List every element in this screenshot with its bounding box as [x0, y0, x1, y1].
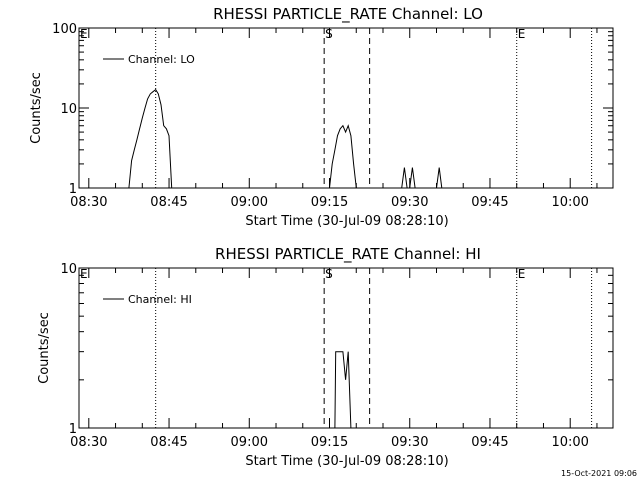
y-axis-ticks: 1 10 100	[52, 22, 613, 197]
legend-entry-hi: Channel: HI	[128, 293, 192, 306]
x-tick-label: 09:15	[311, 435, 348, 450]
chart-title: RHESSI PARTICLE_RATE Channel: HI	[215, 245, 481, 264]
x-tick-label: 09:45	[471, 195, 508, 210]
y-axis-label: Counts/sec	[37, 312, 52, 384]
x-tick-label: 09:30	[391, 195, 428, 210]
series-line-hi	[334, 351, 352, 429]
y-tick-label: 10	[60, 102, 77, 117]
y-tick-label: 1	[69, 182, 77, 197]
x-tick-label: 08:30	[70, 435, 107, 450]
x-tick-label: 09:15	[311, 195, 348, 210]
panel-lo: RHESSI PARTICLE_RATE Channel: LO E S E 1 10…	[29, 5, 614, 229]
x-axis-ticks: 08:30 08:45 09:00 09:15 09:30 09:45 10:00	[70, 28, 598, 210]
marker-label: E	[80, 27, 88, 41]
chart-title: RHESSI PARTICLE_RATE Channel: LO	[213, 5, 483, 24]
x-tick-label: 08:45	[150, 435, 187, 450]
x-tick-label: 09:45	[471, 435, 508, 450]
marker-label: E	[80, 267, 88, 281]
y-tick-label: 1	[69, 422, 77, 437]
x-tick-label: 10:00	[551, 435, 588, 450]
y-axis-ticks: 1 10	[60, 262, 613, 437]
x-axis-ticks: 08:30 08:45 09:00 09:15 09:30 09:45 10:00	[70, 268, 598, 450]
y-tick-label: 10	[60, 262, 77, 277]
marker-label: S	[325, 267, 333, 281]
marker-label: E	[518, 267, 526, 281]
legend-entry-lo: Channel: LO	[128, 53, 195, 66]
x-tick-label: 09:00	[231, 195, 268, 210]
x-tick-label: 09:30	[391, 435, 428, 450]
series-line-lo	[128, 88, 443, 189]
x-axis-label: Start Time (30-Jul-09 08:28:10)	[245, 454, 448, 469]
y-tick-label: 100	[52, 22, 77, 37]
x-tick-label: 09:00	[231, 435, 268, 450]
x-axis-label: Start Time (30-Jul-09 08:28:10)	[245, 214, 448, 229]
panel-hi: RHESSI PARTICLE_RATE Channel: HI E S E 1 10…	[37, 245, 614, 469]
marker-label: E	[518, 27, 526, 41]
x-tick-label: 08:30	[70, 195, 107, 210]
marker-label: S	[325, 27, 333, 41]
x-tick-label: 10:00	[551, 195, 588, 210]
x-tick-label: 08:45	[150, 195, 187, 210]
plot-frame	[78, 267, 614, 429]
y-axis-label: Counts/sec	[29, 72, 44, 144]
date-stamp: 15-Oct-2021 09:06	[561, 469, 637, 478]
